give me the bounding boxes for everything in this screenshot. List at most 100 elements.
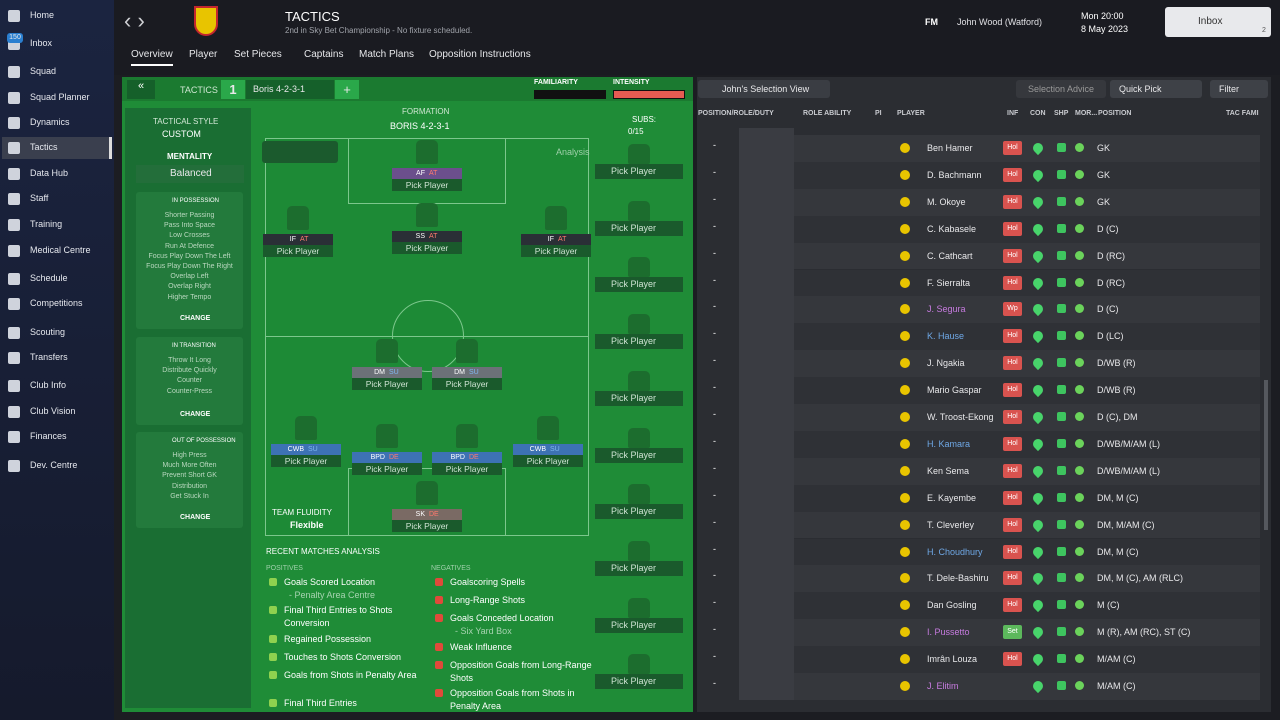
tab[interactable]: Overview	[131, 49, 173, 66]
sub-slot[interactable]: Pick Player	[595, 277, 683, 293]
player-row[interactable]	[794, 673, 1260, 700]
nav-item[interactable]: Data Hub	[30, 168, 69, 178]
player-row[interactable]	[794, 538, 1260, 566]
player-row[interactable]	[794, 323, 1260, 351]
tab[interactable]: Match Plans	[359, 49, 415, 60]
tab[interactable]: Opposition Instructions	[429, 49, 531, 60]
nav-item[interactable]: Training	[30, 219, 63, 229]
pick-player[interactable]: Pick Player	[392, 242, 462, 254]
pick-player[interactable]: Pick Player	[513, 455, 583, 467]
sharpness-icon	[1057, 492, 1066, 502]
player-row[interactable]	[794, 457, 1260, 485]
player-icon	[900, 573, 910, 584]
nav-item[interactable]: Transfers	[30, 352, 68, 362]
player-row[interactable]	[794, 646, 1260, 673]
sharpness-icon	[1057, 465, 1066, 475]
nav-item[interactable]: Club Vision	[30, 406, 76, 416]
morale-icon	[1075, 143, 1084, 152]
sub-slot[interactable]: Pick Player	[595, 560, 683, 576]
player-row[interactable]	[794, 592, 1260, 620]
nav-item[interactable]: Dev. Centre	[30, 460, 78, 470]
role-box	[352, 452, 422, 463]
tab[interactable]: Player	[189, 49, 218, 60]
player-shirt	[537, 416, 559, 440]
nav-item[interactable]: Staff	[30, 193, 49, 203]
player-row[interactable]	[794, 511, 1260, 539]
player-name: D. Bachmann	[927, 169, 982, 180]
pick-player[interactable]: Pick Player	[352, 463, 422, 475]
role: DM	[454, 369, 465, 376]
player-row[interactable]	[794, 404, 1260, 431]
pick-player[interactable]: Pick Player	[432, 378, 502, 390]
tab[interactable]: Set Pieces	[234, 49, 282, 60]
duty: AT	[429, 170, 438, 177]
sub-slot[interactable]: Pick Player	[595, 390, 683, 406]
subs-label: SUBS:	[632, 115, 657, 124]
sub-slot[interactable]: Pick Player	[595, 334, 683, 350]
player-row[interactable]	[794, 377, 1260, 404]
player-row[interactable]	[794, 161, 1260, 189]
quick-pick[interactable]: Quick Pick	[1110, 80, 1202, 98]
nav-item[interactable]: Scouting	[30, 327, 66, 337]
player-row[interactable]	[794, 269, 1260, 297]
pick-player[interactable]: Pick Player	[263, 245, 333, 257]
pick-player[interactable]: Pick Player	[392, 520, 462, 532]
change-button[interactable]: CHANGE	[180, 411, 211, 418]
view-select[interactable]: John's Selection View	[698, 80, 830, 98]
pick-player[interactable]: Pick Player	[352, 378, 422, 390]
collapse-button[interactable]: «	[127, 80, 155, 99]
player-icon	[900, 385, 910, 396]
pick-player[interactable]: Pick Player	[432, 463, 502, 475]
tactic-select[interactable]: Boris 4-2-3-1	[246, 80, 334, 99]
analysis-item: Opposition Goals from Long-Range Shots	[450, 660, 592, 683]
nav-item[interactable]: Club Info	[30, 380, 67, 390]
mentality-select[interactable]: Balanced	[136, 165, 244, 183]
change-button[interactable]: CHANGE	[180, 315, 211, 322]
sub-slot[interactable]: Pick Player	[595, 447, 683, 463]
player-row[interactable]	[794, 188, 1260, 216]
instruction: Run At Defence	[164, 242, 215, 250]
nav-item[interactable]: Squad	[30, 66, 57, 76]
nav-item[interactable]: Inbox	[30, 38, 53, 48]
pick-player[interactable]: Pick Player	[392, 179, 462, 191]
player-row[interactable]	[794, 350, 1260, 378]
player-row[interactable]	[794, 484, 1260, 512]
sub-slot[interactable]: Pick Player	[595, 617, 683, 633]
nav-item[interactable]: Finances	[30, 431, 67, 441]
nav-item[interactable]: Schedule	[30, 273, 68, 283]
selection-advice[interactable]: Selection Advice	[1016, 80, 1106, 98]
analysis-link[interactable]: Analysis	[556, 147, 590, 157]
row-role: -	[713, 435, 716, 446]
nav-item[interactable]: Home	[30, 10, 55, 20]
nav-item[interactable]: Competitions	[30, 298, 83, 308]
sub-slot[interactable]: Pick Player	[595, 220, 683, 236]
pick-player[interactable]: Pick Player	[271, 455, 341, 467]
duty: AT	[558, 236, 567, 243]
inbox-button[interactable]	[1165, 7, 1271, 37]
player-row[interactable]	[794, 430, 1260, 458]
change-button[interactable]: CHANGE	[180, 514, 211, 521]
role-box	[513, 444, 583, 455]
player-row[interactable]	[794, 135, 1260, 162]
tab[interactable]: Captains	[304, 49, 344, 60]
nav-item[interactable]: Medical Centre	[30, 245, 91, 255]
player-row[interactable]	[794, 619, 1260, 647]
sub-slot[interactable]: Pick Player	[595, 164, 683, 179]
sub-slot[interactable]: Pick Player	[595, 504, 683, 520]
player-row[interactable]	[794, 215, 1260, 243]
morale-icon	[1075, 627, 1084, 637]
analysis-item: Weak Influence	[450, 642, 512, 652]
player-row[interactable]	[794, 565, 1260, 593]
nav-item[interactable]: Squad Planner	[30, 92, 90, 102]
nav-item[interactable]: Dynamics	[30, 117, 70, 127]
player-row[interactable]	[794, 242, 1260, 270]
filter[interactable]: Filter	[1210, 80, 1268, 98]
player-position: DM, M/AM (C)	[1097, 519, 1155, 530]
sub-slot[interactable]: Pick Player	[595, 674, 683, 690]
add-button[interactable]: +	[335, 80, 359, 99]
player-row[interactable]	[794, 296, 1260, 324]
row-role: -	[713, 328, 716, 339]
analysis-title[interactable]: RECENT MATCHES ANALYSIS	[266, 547, 380, 556]
pick-player[interactable]: Pick Player	[521, 245, 591, 257]
nav-item[interactable]: Tactics	[30, 142, 58, 152]
